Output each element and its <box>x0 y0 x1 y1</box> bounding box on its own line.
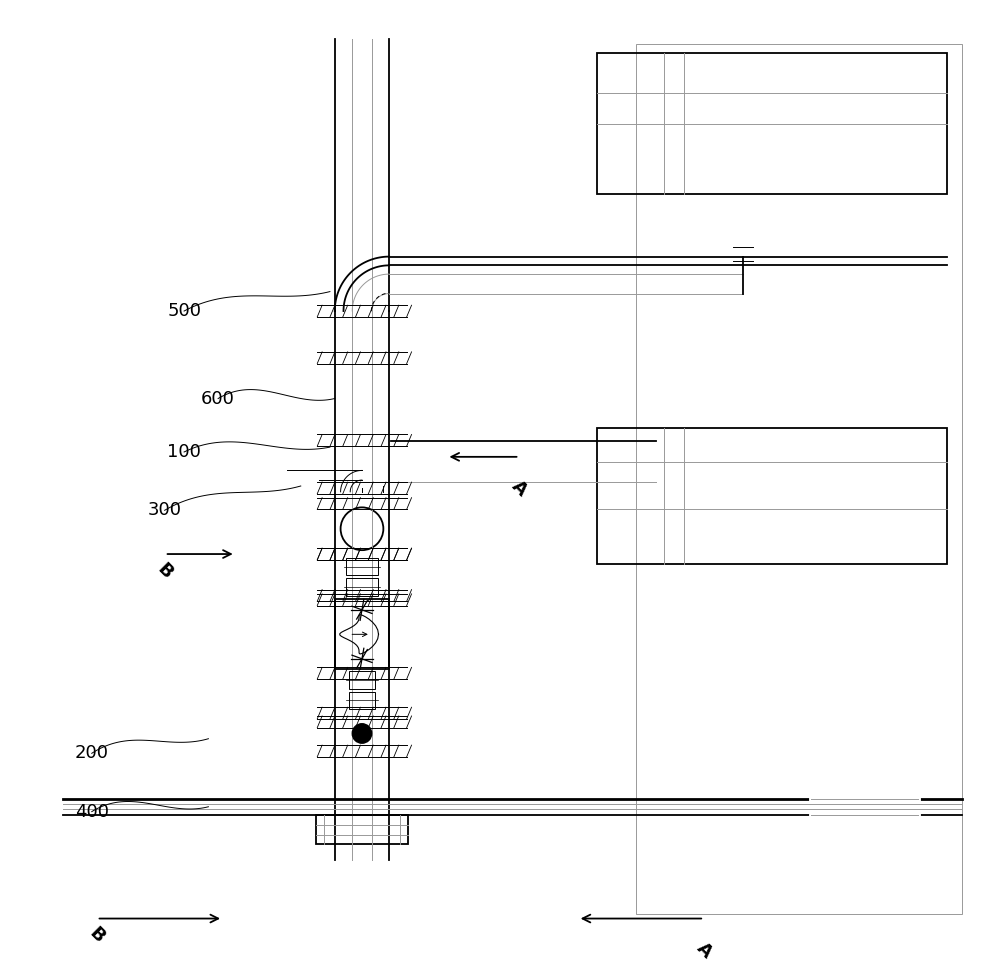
Bar <box>349 692 375 710</box>
Text: 300: 300 <box>148 502 182 519</box>
Bar <box>346 558 378 575</box>
Bar <box>597 428 947 564</box>
Bar <box>636 44 962 914</box>
Text: 600: 600 <box>201 390 235 407</box>
Text: A: A <box>508 477 531 500</box>
Bar <box>346 578 378 596</box>
Text: B: B <box>153 560 176 582</box>
Text: B: B <box>85 924 108 947</box>
Text: 200: 200 <box>75 745 109 762</box>
Text: 400: 400 <box>75 803 109 820</box>
Circle shape <box>352 724 372 744</box>
Bar <box>597 53 947 194</box>
Bar <box>349 672 375 689</box>
Bar <box>316 815 408 844</box>
Text: 500: 500 <box>167 302 201 320</box>
Text: 100: 100 <box>167 443 201 461</box>
Bar <box>335 600 389 670</box>
Text: A: A <box>693 939 715 961</box>
